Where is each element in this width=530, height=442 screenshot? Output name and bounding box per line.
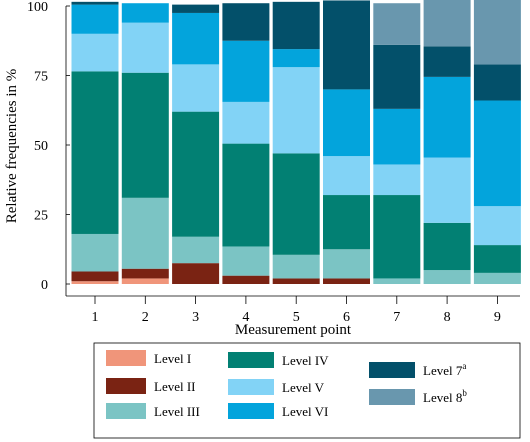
bar-segment-2-level-i <box>121 278 169 284</box>
y-tick-label: 100 <box>27 0 48 15</box>
legend-swatch-level-ii <box>106 378 146 394</box>
legend-label-level-7: Level 7a <box>423 361 466 378</box>
y-tick-label: 25 <box>34 209 48 224</box>
legend-label-level-v: Level V <box>282 380 325 395</box>
legend-label-level-8: Level 8b <box>423 388 467 405</box>
x-tick-label: 3 <box>192 310 199 325</box>
x-tick-label: 1 <box>92 310 99 325</box>
bar-segment-7-level-7 <box>373 44 421 109</box>
legend: Level I Level II Level III Level IV Level V L… <box>93 342 521 439</box>
bar-segment-5-level-7 <box>272 1 320 50</box>
bar-segment-9-level-7 <box>473 64 521 101</box>
bar-segment-9-level-vi <box>473 100 521 207</box>
bar-segment-2-level-vi <box>121 3 169 23</box>
bar-segment-8-level-iv <box>423 222 471 271</box>
x-tick-label: 2 <box>142 310 149 325</box>
bar-segment-4-level-ii <box>222 275 270 284</box>
bar-segment-4-level-v <box>222 101 270 144</box>
y-tick-label: 50 <box>34 139 48 154</box>
y-tick-label: 0 <box>41 278 48 293</box>
bar-segment-3-level-ii <box>172 263 220 284</box>
legend-swatch-level-iii <box>106 403 146 419</box>
legend-swatch-level-iv <box>228 352 274 368</box>
bar-segment-9-level-iv <box>473 245 521 273</box>
legend-swatch-level-8 <box>369 389 415 405</box>
bar-segment-1-level-iv <box>71 71 119 234</box>
bar-segment-5-level-iii <box>272 254 320 279</box>
bar-segment-1-level-7 <box>71 1 119 5</box>
bar-segment-6-level-iii <box>323 249 370 279</box>
bar-segment-3-level-7 <box>172 4 220 13</box>
legend-label-level-ii: Level II <box>154 379 196 394</box>
bar-segment-2-level-v <box>121 22 169 73</box>
bars-layer <box>71 0 521 284</box>
bar-segment-6-level-ii <box>323 278 370 284</box>
bar-segment-5-level-vi <box>272 49 320 68</box>
bar-segment-2-level-ii <box>121 268 169 279</box>
legend-swatch-level-vi <box>228 403 274 419</box>
bar-segment-3-level-v <box>172 64 220 112</box>
axes-layer: 0 25 50 75 100 1 2 3 4 5 6 7 8 9 <box>27 0 520 325</box>
bar-segment-7-level-iv <box>373 195 421 279</box>
y-tick-label: 75 <box>34 70 48 85</box>
x-tick-label: 6 <box>343 310 350 325</box>
bar-segment-3-level-iv <box>172 111 220 237</box>
bar-segment-4-level-7 <box>222 3 270 41</box>
bar-segment-5-level-ii <box>272 278 320 284</box>
legend-swatch-level-7 <box>369 362 415 378</box>
legend-swatch-level-i <box>106 350 146 366</box>
bar-segment-1-level-v <box>71 33 119 72</box>
bar-segment-8-level-v <box>423 157 471 223</box>
bar-segment-8-level-vi <box>423 76 471 158</box>
bar-segment-1-level-i <box>71 281 119 284</box>
y-axis-label: Relative frequencies in % <box>4 69 20 224</box>
bar-segment-8-level-iii <box>423 270 471 284</box>
bar-segment-5-level-v <box>272 67 320 154</box>
bar-segment-1-level-iii <box>71 233 119 272</box>
bar-segment-1-level-vi <box>71 4 119 34</box>
bar-segment-6-level-iv <box>323 195 370 250</box>
bar-segment-6-level-v <box>323 156 370 196</box>
bar-segment-2-level-iii <box>121 197 169 269</box>
bar-segment-6-level-7 <box>323 0 370 90</box>
legend-label-level-i: Level I <box>154 351 191 366</box>
bar-segment-4-level-iv <box>222 143 270 247</box>
bar-segment-7-level-8 <box>373 3 421 45</box>
legend-label-level-iv: Level IV <box>282 353 329 368</box>
bar-segment-7-level-v <box>373 164 421 196</box>
x-tick-label: 8 <box>444 310 451 325</box>
bar-segment-7-level-iii <box>373 278 421 284</box>
legend-label-level-vi: Level VI <box>282 404 328 419</box>
bar-segment-3-level-iii <box>172 236 220 264</box>
x-axis-label: Measurement point <box>235 322 352 338</box>
x-tick-label: 9 <box>494 310 501 325</box>
bar-segment-8-level-7 <box>423 46 471 77</box>
bar-segment-4-level-iii <box>222 246 270 276</box>
bar-segment-9-level-v <box>473 206 521 246</box>
legend-swatch-level-v <box>228 379 274 395</box>
legend-frame <box>93 342 521 439</box>
bar-segment-7-level-vi <box>373 108 421 165</box>
bar-segment-5-level-iv <box>272 153 320 255</box>
legend-label-level-iii: Level III <box>154 404 200 419</box>
x-tick-label: 7 <box>393 310 400 325</box>
x-tick-label: 5 <box>293 310 300 325</box>
bar-segment-6-level-vi <box>323 89 370 157</box>
bar-segment-8-level-8 <box>423 0 471 47</box>
bar-segment-9-level-8 <box>473 0 521 65</box>
bar-segment-4-level-vi <box>222 40 270 102</box>
bar-segment-3-level-vi <box>172 12 220 65</box>
bar-segment-9-level-iii <box>473 272 521 284</box>
bar-segment-2-level-iv <box>121 72 169 198</box>
bar-segment-1-level-ii <box>71 271 119 282</box>
x-tick-label: 4 <box>242 310 249 325</box>
